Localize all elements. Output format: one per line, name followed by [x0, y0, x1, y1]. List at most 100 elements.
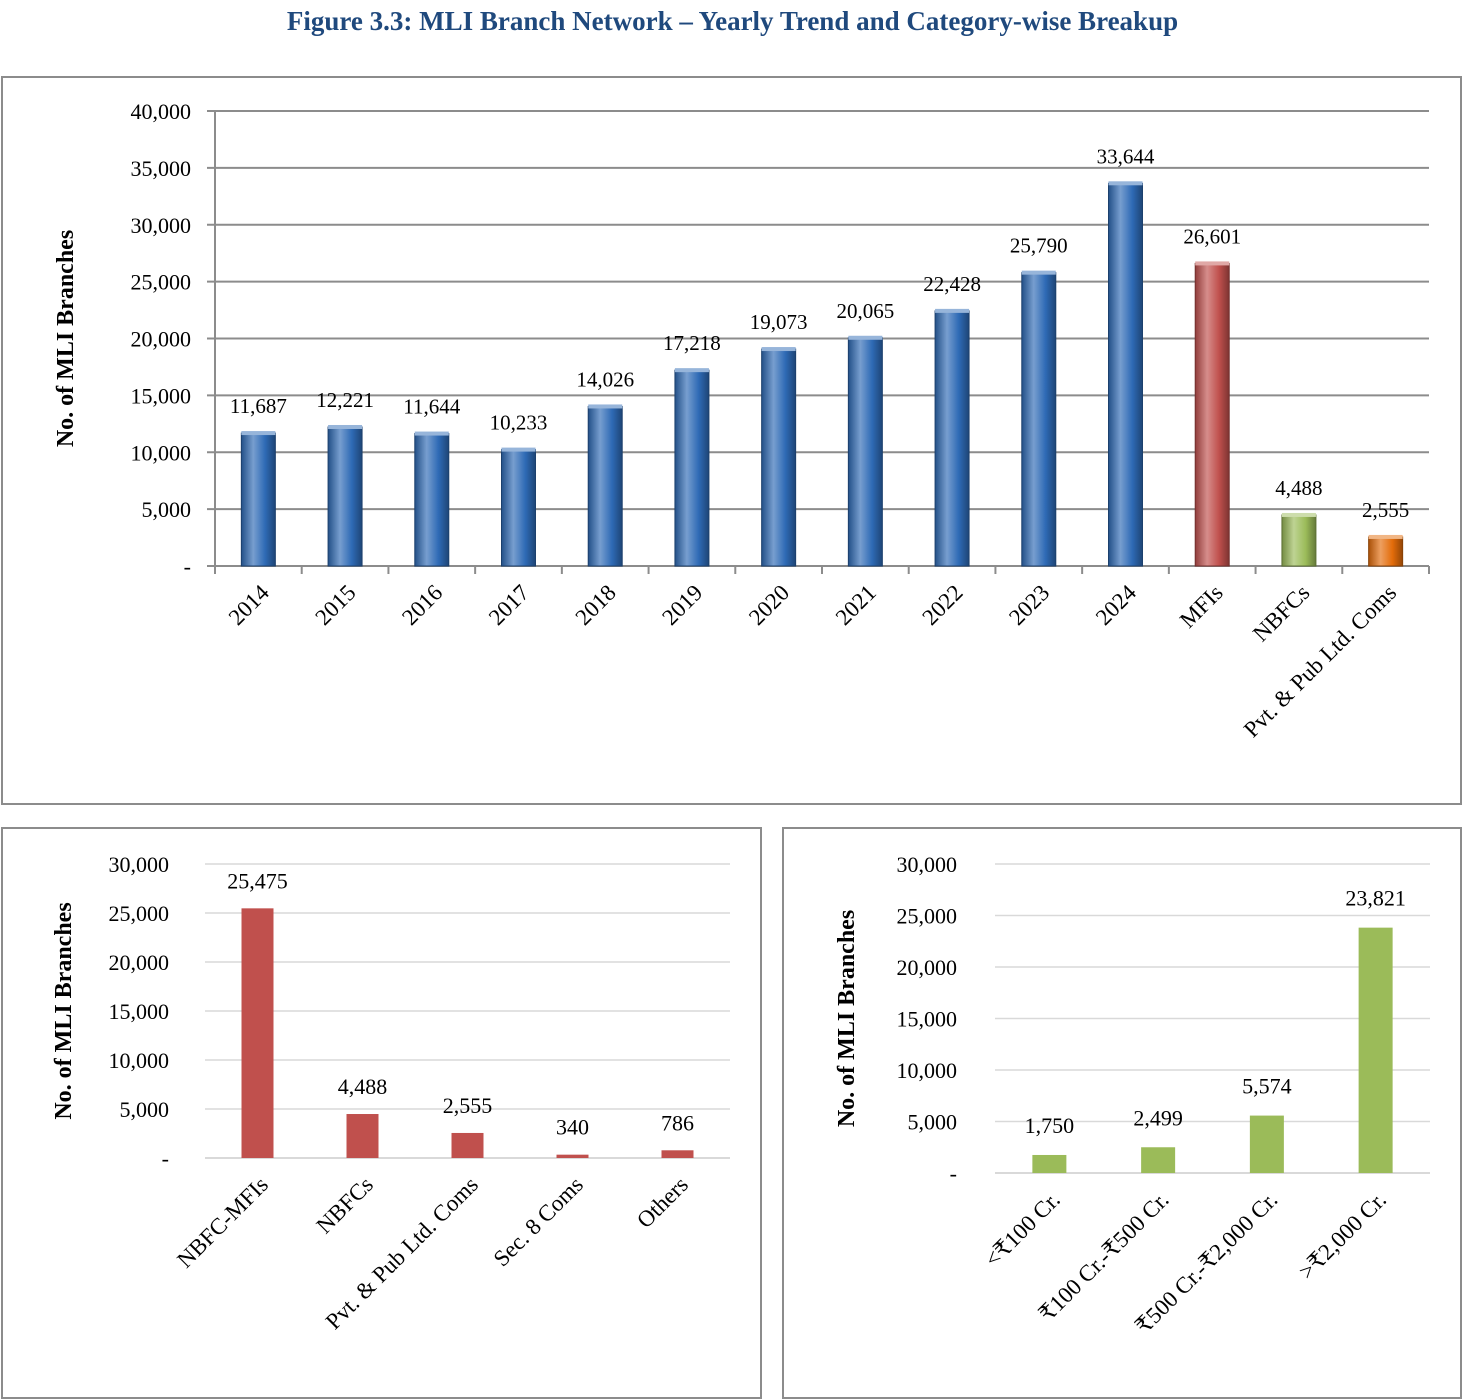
bar-value-label: 14,026 — [576, 367, 634, 391]
y-tick-label: - — [950, 1161, 957, 1186]
bar-cap — [588, 404, 623, 409]
y-tick-label: 20,000 — [109, 950, 170, 975]
bar — [847, 337, 883, 567]
bar — [240, 432, 276, 567]
y-axis-title: No. of MLI Branches — [834, 910, 860, 1127]
bar — [1032, 1154, 1067, 1173]
bar — [501, 449, 536, 567]
y-tick-label: - — [184, 554, 191, 579]
y-tick-label: 20,000 — [131, 327, 192, 352]
y-tick-label: 40,000 — [131, 99, 192, 124]
bar-cap — [414, 431, 449, 436]
y-tick-label: 25,000 — [109, 901, 170, 926]
y-tick-label: 30,000 — [897, 852, 958, 877]
y-tick-label: 30,000 — [109, 852, 170, 877]
bar — [451, 1132, 484, 1158]
bar — [1281, 514, 1317, 567]
category-label: NBFCs — [1248, 580, 1315, 647]
y-tick-label: 15,000 — [109, 999, 170, 1024]
category-label: NBFC-MFIs — [172, 1172, 273, 1273]
bar — [761, 348, 797, 567]
category-label: >₹2,000 Cr. — [1294, 1187, 1391, 1284]
bar-value-label: 25,475 — [227, 868, 288, 893]
bar-cap — [1195, 261, 1230, 266]
bar — [327, 426, 363, 567]
bar — [346, 1114, 379, 1158]
bar-value-label: 5,574 — [1242, 1074, 1292, 1099]
y-tick-label: 25,000 — [897, 904, 958, 929]
bar — [1249, 1115, 1284, 1173]
category-label: 2021 — [831, 580, 881, 630]
bar — [414, 433, 450, 567]
bar-value-label: 19,073 — [750, 310, 808, 334]
bar-value-label: 10,233 — [490, 411, 548, 435]
category-label: 2020 — [744, 580, 794, 630]
bar-cap — [848, 335, 883, 340]
y-axis-title: No. of MLI Branches — [53, 230, 79, 447]
bar-value-label: 20,065 — [836, 299, 894, 323]
yearly-trend-chart-panel: - 5,000 10,000 15,000 20,000 25,000 30,000 35,0… — [1, 76, 1462, 805]
y-axis-title: No. of MLI Branches — [51, 902, 77, 1119]
bar-cap — [1108, 181, 1143, 186]
bar-cap — [674, 368, 709, 373]
y-tick-label: 5,000 — [120, 1097, 170, 1122]
bar-value-label: 2,555 — [443, 1093, 493, 1118]
bar — [1108, 182, 1143, 567]
y-tick-label: 25,000 — [131, 270, 192, 295]
bar-value-label: 11,687 — [230, 394, 287, 418]
bar-cap — [1368, 534, 1403, 539]
category-label: MFIs — [1175, 580, 1228, 633]
category-label: NBFCs — [312, 1172, 379, 1239]
y-tick-label: 30,000 — [131, 213, 192, 238]
bar-value-label: 11,644 — [403, 395, 460, 419]
size-breakup-chart: - 5,000 10,000 15,000 20,000 25,000 30,000 No. … — [834, 852, 1430, 1339]
bar-value-label: 2,499 — [1133, 1105, 1183, 1130]
bar — [1358, 927, 1393, 1173]
bar-value-label: 786 — [661, 1110, 694, 1135]
bar-value-label: 1,750 — [1025, 1113, 1075, 1138]
bar — [934, 310, 970, 567]
y-tick-label: 10,000 — [897, 1058, 958, 1083]
category-label: 2019 — [657, 580, 707, 630]
bar-value-label: 33,644 — [1097, 144, 1155, 168]
category-label: <₹100 Cr. — [980, 1187, 1065, 1272]
category-label: 2017 — [484, 580, 534, 630]
y-tick-label: 20,000 — [897, 955, 958, 980]
y-tick-label: 15,000 — [131, 383, 192, 408]
y-tick-label: 10,000 — [131, 440, 192, 465]
bar-cap — [761, 347, 796, 352]
category-label: 2022 — [917, 580, 967, 630]
bar-value-label: 23,821 — [1345, 886, 1406, 911]
size-breakup-chart-panel: - 5,000 10,000 15,000 20,000 25,000 30,000 No. … — [782, 827, 1462, 1399]
bar — [1368, 536, 1404, 567]
category-label: 2014 — [224, 580, 275, 631]
bar — [1021, 272, 1057, 567]
bar-cap — [935, 308, 970, 313]
category-breakup-chart: - 5,000 10,000 15,000 20,000 25,000 30,000 No. … — [51, 852, 730, 1334]
category-label: Sec. 8 Coms — [489, 1172, 588, 1271]
bar-value-label: 25,790 — [1010, 234, 1068, 258]
bar — [674, 369, 710, 567]
bar-value-label: 4,488 — [1275, 476, 1322, 500]
category-label: 2024 — [1091, 580, 1142, 631]
category-label: 2016 — [397, 580, 447, 630]
y-tick-label: 35,000 — [131, 156, 192, 181]
y-tick-label: - — [162, 1146, 169, 1171]
bar — [661, 1150, 694, 1158]
category-breakup-chart-panel: - 5,000 10,000 15,000 20,000 25,000 30,000 No. … — [1, 827, 762, 1399]
y-tick-label: 5,000 — [142, 497, 192, 522]
category-label: 2023 — [1004, 580, 1054, 630]
bar — [1194, 262, 1230, 567]
bar-cap — [241, 431, 276, 436]
bar-cap — [328, 424, 363, 429]
category-label: Pvt. & Pub Ltd. Coms — [1239, 580, 1401, 742]
y-tick-label: 5,000 — [908, 1110, 958, 1135]
bar — [556, 1154, 589, 1158]
bar-cap — [1281, 512, 1316, 517]
bar-cap — [1021, 270, 1056, 275]
bar-value-label: 2,555 — [1362, 498, 1409, 522]
y-tick-label: 10,000 — [109, 1048, 170, 1073]
category-label: Others — [632, 1172, 693, 1233]
yearly-trend-chart: - 5,000 10,000 15,000 20,000 25,000 30,000 35,0… — [53, 99, 1430, 742]
category-label: 2018 — [571, 580, 621, 630]
